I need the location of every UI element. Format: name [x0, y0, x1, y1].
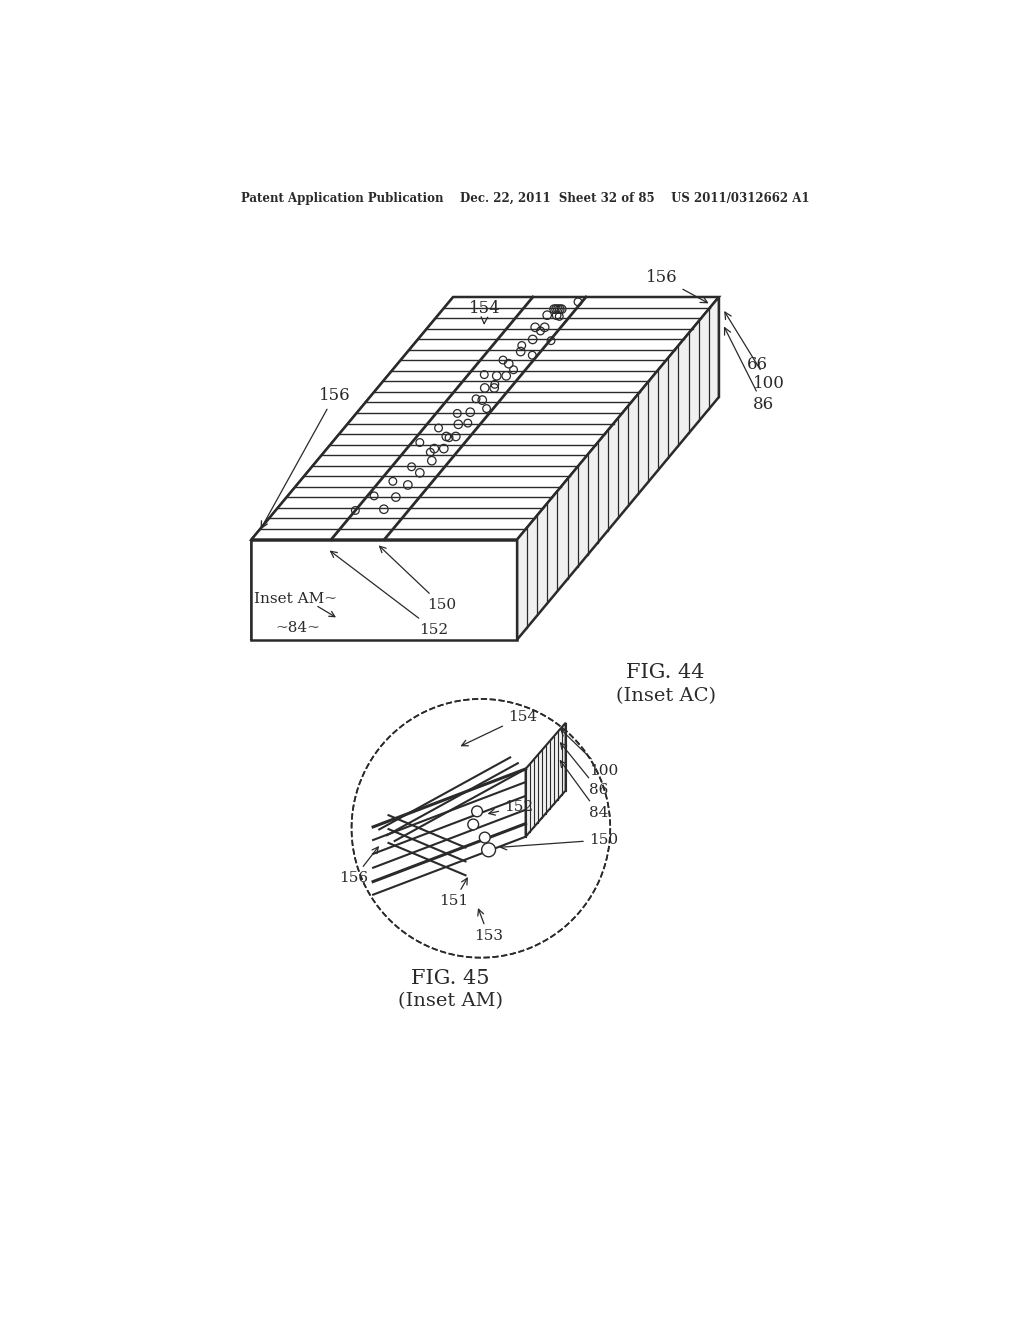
- Text: 156: 156: [339, 847, 378, 886]
- Text: FIG. 45: FIG. 45: [411, 969, 489, 987]
- Text: 150: 150: [380, 546, 456, 612]
- Circle shape: [472, 807, 482, 817]
- Text: Patent Application Publication    Dec. 22, 2011  Sheet 32 of 85    US 2011/03126: Patent Application Publication Dec. 22, …: [241, 191, 809, 205]
- Text: ~84~: ~84~: [275, 622, 321, 635]
- Text: 152: 152: [331, 552, 449, 636]
- Circle shape: [481, 843, 496, 857]
- Text: 66: 66: [746, 356, 768, 374]
- Polygon shape: [517, 297, 719, 640]
- Text: 86: 86: [560, 743, 608, 797]
- Polygon shape: [525, 723, 565, 837]
- Circle shape: [352, 700, 609, 957]
- Polygon shape: [252, 297, 719, 540]
- Text: 86: 86: [725, 327, 774, 413]
- Text: FIG. 44: FIG. 44: [627, 663, 705, 682]
- Text: 84: 84: [560, 760, 608, 820]
- Text: 150: 150: [501, 833, 617, 850]
- Text: Inset AM~: Inset AM~: [254, 591, 337, 606]
- Circle shape: [479, 832, 490, 843]
- Text: 100: 100: [561, 730, 617, 777]
- Text: 156: 156: [261, 387, 350, 528]
- Polygon shape: [252, 297, 454, 640]
- Text: 156: 156: [646, 269, 708, 302]
- Text: 154: 154: [469, 300, 501, 323]
- Polygon shape: [252, 540, 517, 640]
- Text: (Inset AM): (Inset AM): [397, 993, 503, 1011]
- Text: 100: 100: [725, 312, 784, 392]
- Text: (Inset AC): (Inset AC): [615, 686, 716, 705]
- Circle shape: [468, 818, 478, 830]
- Text: 152: 152: [488, 800, 534, 816]
- Text: 153: 153: [474, 909, 503, 942]
- Text: 154: 154: [462, 710, 537, 746]
- Text: 151: 151: [439, 878, 469, 908]
